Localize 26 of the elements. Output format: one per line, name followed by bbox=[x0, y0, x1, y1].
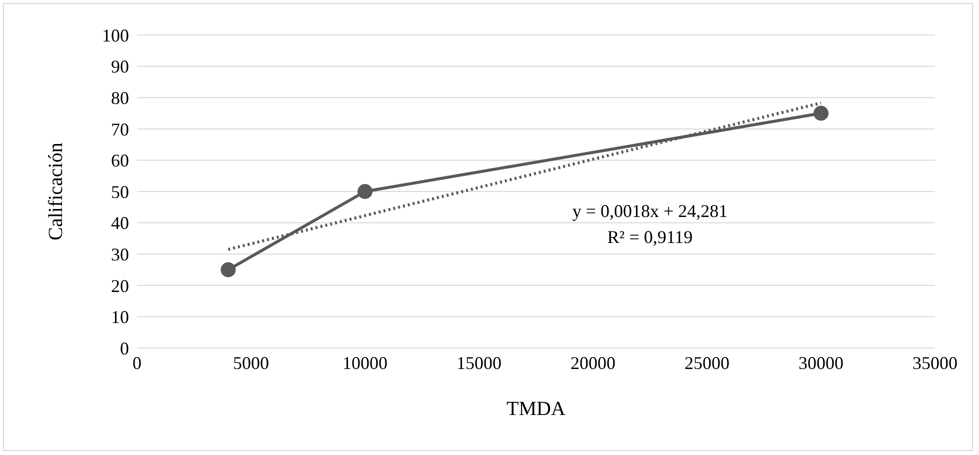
x-tick-label: 25000 bbox=[684, 352, 730, 373]
y-tick-label: 40 bbox=[111, 213, 129, 234]
x-tick-label: 30000 bbox=[798, 352, 844, 373]
y-tick-label: 20 bbox=[111, 276, 129, 296]
point bbox=[358, 184, 372, 199]
x-tick-label: 35000 bbox=[912, 352, 958, 373]
annotation: R² = 0,9119 bbox=[606, 226, 694, 249]
annotation: y = 0,0018x + 24,281 bbox=[571, 200, 729, 223]
x-tick-label: 20000 bbox=[570, 352, 616, 373]
x-tick-label: 10000 bbox=[342, 352, 388, 373]
x-axis-title: TMDA bbox=[506, 398, 566, 420]
y-tick-label: 60 bbox=[111, 150, 129, 171]
x-tick-label: 0 bbox=[132, 352, 142, 373]
point bbox=[220, 262, 236, 278]
point bbox=[814, 106, 828, 121]
x-tick-label: 15000 bbox=[456, 352, 502, 373]
y-tick-label: 10 bbox=[111, 307, 129, 328]
y-axis-title: Calificación bbox=[45, 142, 68, 240]
y-tick-label: 70 bbox=[111, 119, 129, 140]
x-tick-label: 5000 bbox=[233, 352, 269, 373]
y-tick-label: 90 bbox=[111, 56, 129, 77]
y-tick-label: 100 bbox=[102, 25, 129, 46]
y-tick-label: 0 bbox=[120, 338, 129, 358]
y-tick-label: 50 bbox=[111, 182, 129, 202]
y-tick-label: 30 bbox=[111, 244, 129, 264]
y-tick-label: 80 bbox=[111, 88, 129, 108]
